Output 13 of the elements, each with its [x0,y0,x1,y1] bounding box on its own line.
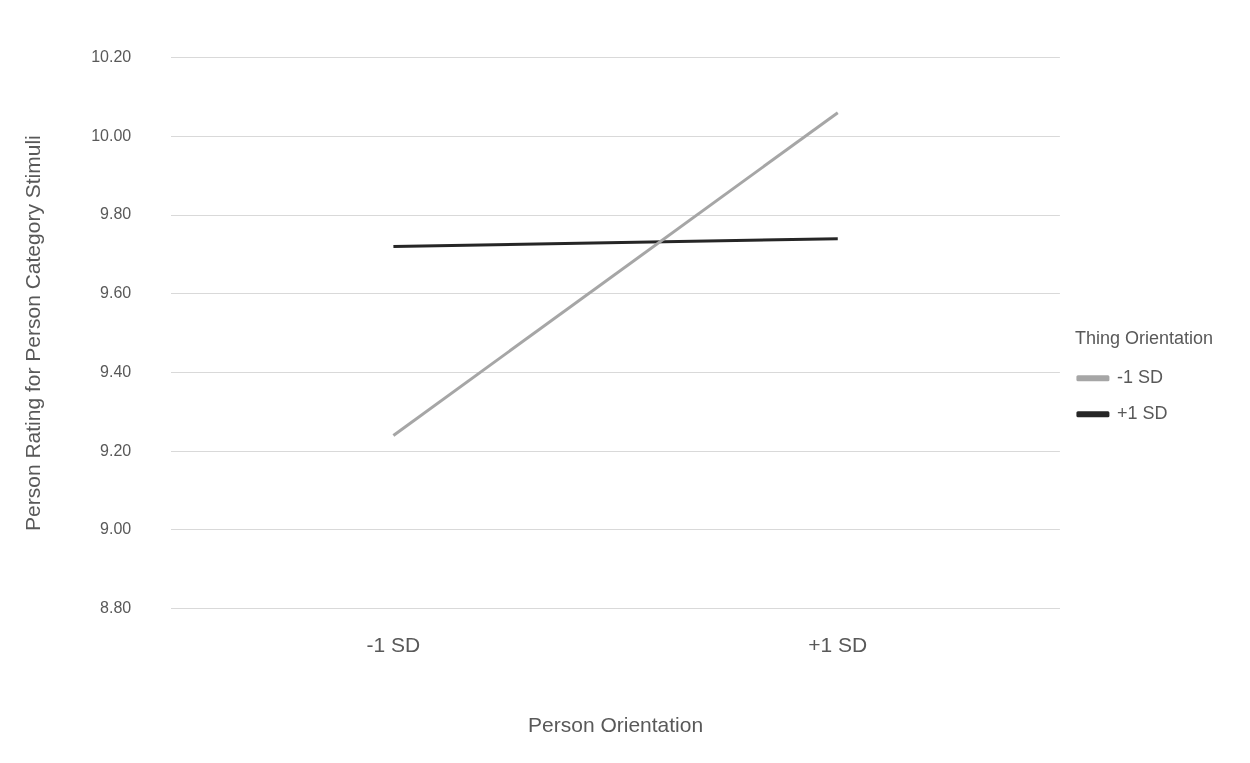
y-tick-label: 8.80 [100,599,132,617]
y-tick-label: 9.40 [100,362,132,380]
legend-label: +1 SD [1116,403,1168,424]
x-axis-title: Person Orientation [528,713,704,737]
y-axis-title: Person Rating for Person Category Stimuli [21,135,45,531]
legend-title: Thing Orientation [1074,327,1213,348]
y-tick-label: 10.00 [91,126,132,144]
y-tick-label: 9.00 [100,520,132,538]
legend-label: -1 SD [1116,367,1163,388]
y-tick-label: 9.20 [100,441,132,459]
y-tick-label: 9.80 [100,205,132,223]
y-tick-label: 10.20 [91,48,132,66]
y-tick-label: 9.60 [100,284,132,302]
